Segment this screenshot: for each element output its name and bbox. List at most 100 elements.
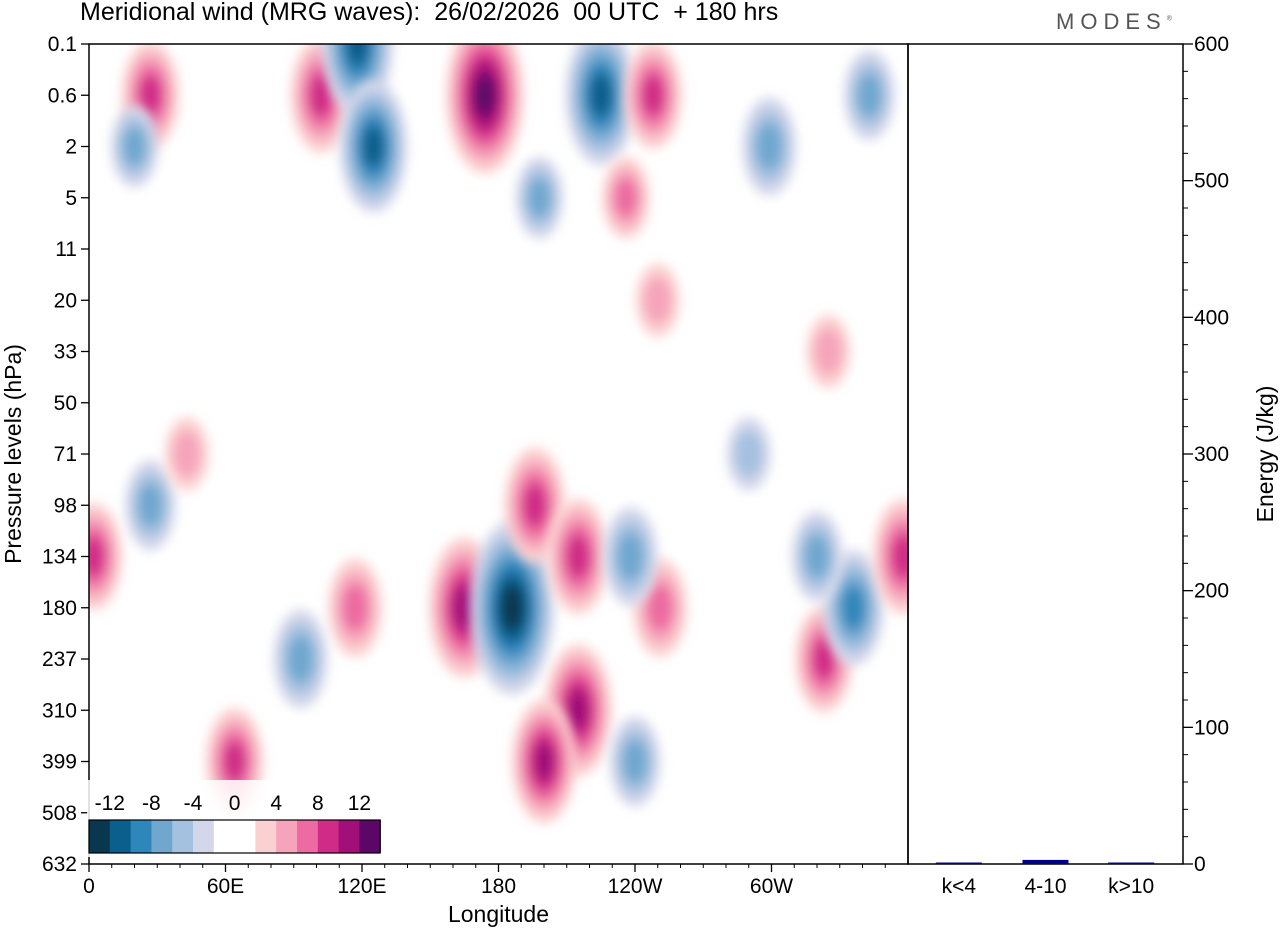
contour-band [123,127,146,166]
wind-field [89,44,908,824]
contour-band [362,125,384,168]
contour-band [617,533,644,580]
contour-band [643,276,672,324]
energy-tick-label: 200 [1194,580,1229,603]
wind-anomaly [602,156,650,239]
colorbar-swatch [89,820,111,853]
wind-anomaly [742,97,797,196]
chart-title: Meridional wind (MRG waves): 26/02/2026 … [80,0,779,26]
axes: 0.1 0.6 2 5 11 20 33 50 71 98 134 180 237 310 399 508 63… [0,33,909,927]
wind-anomaly [469,520,555,695]
energy-bar [1108,862,1155,864]
energy-category-label: k>10 [1108,875,1154,898]
wind-anomaly [89,502,123,611]
contour-band [500,584,524,631]
contour-band [842,586,865,630]
colorbar-swatch [213,820,236,853]
colorbar-swatch [172,820,194,853]
contour-band [814,327,843,376]
colorbar-label: -8 [142,792,161,815]
y-tick-label: 134 [42,546,77,569]
colorbar-label: 12 [348,792,371,815]
y-tick-label: 632 [42,853,77,876]
wind-anomaly [165,417,209,491]
contour-band [342,584,368,632]
contour-band [139,75,162,116]
y-tick-label: 2 [65,136,77,159]
energy-tick-label: 100 [1194,716,1229,739]
x-tick-label: 60W [750,875,793,898]
contour-band [523,483,547,527]
contour-band [528,178,551,218]
brand-text: MODES [1056,9,1167,34]
wind-anomaly [125,460,176,551]
colorbar-label: 8 [312,792,324,815]
colorbar-label: 0 [229,792,241,815]
colorbar-swatch [317,820,340,853]
contour-band [567,689,589,731]
contour-band [614,178,638,218]
contour-band [892,534,908,579]
wind-anomaly [844,50,895,141]
energy-tick-label: 400 [1194,306,1229,329]
wind-anomaly [339,80,408,213]
y-tick-label: 508 [42,802,77,825]
colorbar: -12 -8 -4 0 4 8 12 [87,780,383,857]
wind-anomaly [446,44,524,175]
wind-anomaly [624,44,682,149]
y-tick-label: 71 [54,443,77,466]
colorbar-swatch [130,820,152,853]
contour-band [474,74,496,117]
contour-band [172,430,201,478]
colorbar-swatch [276,820,298,853]
contour-band [309,73,333,117]
wind-anomaly [512,699,576,824]
wind-anomaly [603,507,658,606]
y-tick-label: 33 [54,341,77,364]
energy-bar [935,862,982,864]
energy-tick-label: 300 [1194,443,1229,466]
contour-band [857,73,882,117]
contour-band [89,536,105,577]
y-tick-label: 237 [42,648,77,671]
wind-anomaly [515,156,563,239]
colorbar-swatch [151,820,173,853]
colorbar-swatch [193,820,215,853]
energy-bar-chart: 0 100 200 300 400 500 600 Energy (J/kg) k<4 4-10 k… [907,33,1278,898]
contour-band [534,742,554,781]
wind-anomaly [873,498,908,615]
colorbar-swatch [359,820,381,853]
colorbar-label: 4 [270,792,282,815]
wind-anomaly [111,105,158,188]
y-tick-label: 310 [42,699,77,722]
wind-anomaly [273,609,328,709]
y-tick-label: 180 [42,597,77,620]
contour-band [223,741,246,782]
colorbar-swatch [234,820,256,853]
wind-anomaly [726,417,771,491]
contour-band [647,584,673,632]
colorbar-swatch [297,820,319,853]
contour-band [287,635,314,683]
energy-category-label: k<4 [942,875,977,898]
brand-mark: ® [1166,15,1172,23]
energy-category-label: 4-10 [1024,875,1066,898]
y-tick-label: 399 [42,751,77,774]
y-tick-label: 50 [54,392,77,415]
wind-anomaly [504,447,566,564]
x-tick-label: 0 [83,875,95,898]
contour-band [566,534,590,579]
energy-tick-label: 600 [1194,33,1229,56]
energy-axis-title: Energy (J/kg) [1252,386,1278,523]
contour-band [589,73,612,118]
x-tick-label: 120W [608,875,663,898]
contour-band [453,585,476,630]
colorbar-frame [88,819,381,854]
y-tick-label: 5 [65,187,77,210]
y-axis-title: Pressure levels (hPa) [0,344,26,564]
contour-band [642,75,664,116]
energy-tick-label: 0 [1194,853,1206,876]
y-tick-label: 20 [54,289,77,312]
contour-band [734,430,763,478]
